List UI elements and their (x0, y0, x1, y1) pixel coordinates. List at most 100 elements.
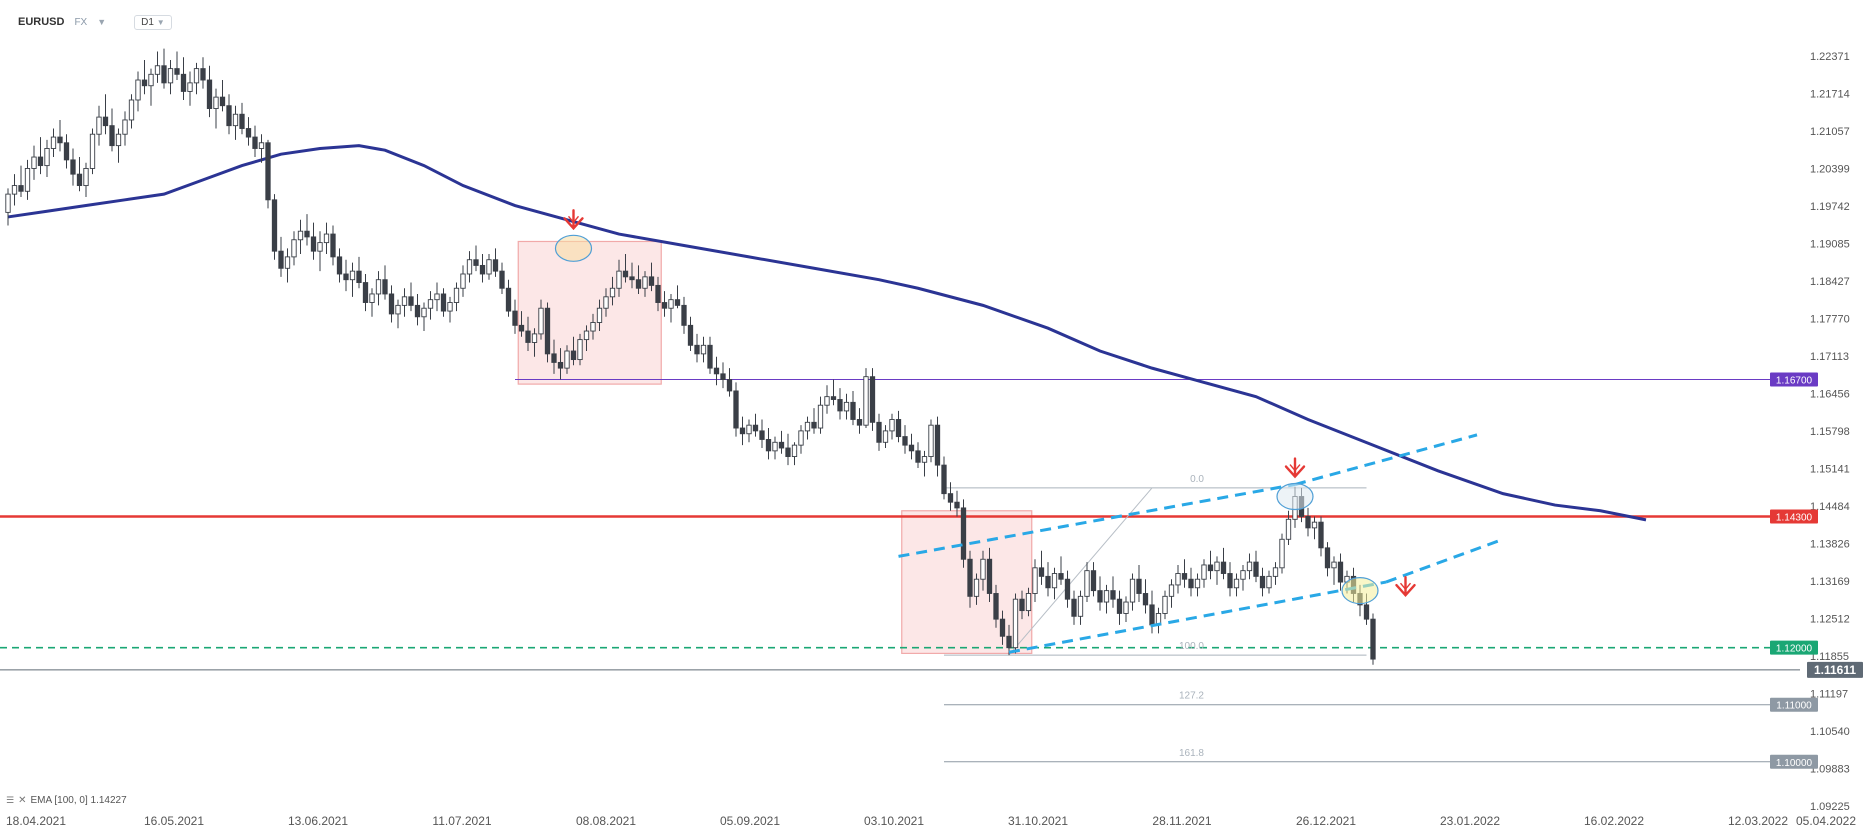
candle-body (1136, 578, 1142, 594)
candle-body (271, 199, 278, 252)
candle-body (895, 419, 902, 438)
candle-body (746, 424, 752, 435)
candle-body (759, 430, 765, 440)
candle-body (525, 330, 531, 343)
candle-body (356, 270, 362, 284)
candle-body (1337, 561, 1344, 583)
fib-label: 0.0 (1190, 474, 1204, 485)
chevron-down-icon[interactable]: ▼ (97, 17, 107, 27)
candle-body (564, 350, 570, 369)
y-tick-label: 1.11855 (1810, 651, 1849, 663)
ema-line (7, 144, 1647, 522)
candle-body (954, 501, 960, 509)
candle-body (434, 293, 440, 301)
down-arrow-inner (567, 215, 580, 224)
market-label: FX (74, 16, 88, 28)
candle-body (304, 230, 310, 238)
candle-body (57, 136, 63, 144)
candle-body (1012, 598, 1019, 649)
x-tick-label: 23.01.2022 (1440, 814, 1500, 828)
timeframe-selector[interactable]: D1 ▼ (134, 14, 172, 30)
candle-body (323, 233, 330, 244)
level-badge (1807, 661, 1863, 678)
candle-body (908, 444, 915, 452)
indicator-menu-icon[interactable]: ☰ (6, 795, 15, 805)
candle-body (1045, 575, 1051, 589)
candle-body (37, 156, 44, 167)
candle-body (512, 310, 518, 326)
symbol-label[interactable]: EURUSD (18, 16, 65, 28)
candle-body (577, 339, 583, 361)
candle-body (674, 299, 681, 306)
candle-body (1363, 604, 1370, 620)
candle-body (1025, 593, 1032, 612)
candle-body (76, 173, 83, 187)
candle-body (265, 142, 271, 201)
candle-body (707, 344, 713, 369)
highlight-ellipse-mid (1276, 482, 1314, 511)
down-arrow-inner (1399, 582, 1412, 591)
candle-body (999, 618, 1006, 637)
candle-body (239, 113, 245, 129)
candle-body (447, 302, 453, 312)
level-badge (1770, 640, 1818, 655)
candle-body (583, 330, 590, 341)
down-arrow-break (1395, 575, 1416, 597)
candle-body (518, 324, 525, 332)
y-tick-label: 1.17770 (1810, 313, 1850, 325)
candle-body (102, 116, 109, 127)
candle-body (1168, 584, 1175, 597)
x-tick-label: 18.04.2021 (6, 814, 66, 828)
timeframe-chevron-icon: ▼ (156, 17, 165, 27)
y-tick-label: 1.18427 (1810, 276, 1850, 288)
candle-body (1246, 561, 1253, 572)
y-tick-label: 1.21057 (1810, 126, 1850, 138)
indicator-legend: ☰ ✕ EMA [100, 0] 1.14227 (6, 795, 127, 806)
candle-body (18, 185, 24, 192)
candle-body (648, 276, 655, 286)
fib-label: 161.8 (1179, 748, 1204, 759)
candle-body (1227, 573, 1233, 589)
candle-body (603, 296, 609, 309)
timeframe-label: D1 (141, 16, 154, 28)
down-arrow-mid (1284, 457, 1306, 479)
candle-body (1032, 567, 1038, 594)
candle-body (941, 464, 947, 495)
candle-body (1220, 561, 1227, 574)
candle-body (960, 507, 967, 560)
channel-upper-solid (898, 483, 1296, 558)
level-badge (1770, 697, 1818, 712)
candle-body (492, 259, 499, 272)
candle-body (427, 299, 434, 309)
candles (5, 48, 1376, 665)
candle-body (733, 390, 739, 429)
y-tick-label: 1.16456 (1810, 388, 1850, 400)
candle-body (193, 68, 200, 84)
candle-body (226, 105, 232, 127)
candle-body (453, 287, 460, 303)
candle-body (817, 404, 824, 429)
candle-body (278, 250, 284, 269)
candle-body (1084, 570, 1090, 597)
candle-body (460, 273, 466, 289)
candle-body (63, 142, 70, 161)
level-badge-label: 1.11611 (1814, 663, 1856, 677)
candle-body (557, 361, 564, 369)
candle-body (154, 65, 161, 75)
indicator-close-icon[interactable]: ✕ (18, 795, 27, 806)
candle-body (668, 299, 674, 309)
level-badge-label: 1.16700 (1776, 376, 1813, 387)
candle-body (1175, 573, 1181, 586)
x-tick-label: 03.10.2021 (864, 814, 924, 828)
candle-body (44, 148, 50, 167)
candle-body (421, 307, 427, 318)
candle-body (1162, 595, 1168, 614)
candle-body (148, 73, 154, 87)
candle-body (297, 230, 304, 241)
y-tick-label: 1.09225 (1810, 801, 1850, 813)
candle-body (362, 282, 369, 303)
candle-body (83, 167, 89, 187)
x-tick-label: 05.09.2021 (720, 814, 780, 828)
